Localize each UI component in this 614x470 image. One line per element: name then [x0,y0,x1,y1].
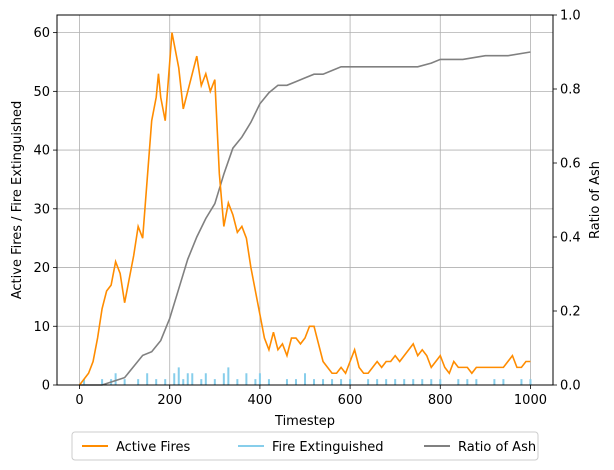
y-axis-right-label: Ratio of Ash [588,161,603,239]
x-tick-label: 200 [157,393,182,408]
y-left-tick-label: 0 [42,379,50,394]
x-axis-label: Timestep [274,414,335,429]
y-right-tick-label: 0.2 [560,305,581,320]
y-left-tick-label: 50 [33,85,50,100]
legend-label-ratio-of-ash: Ratio of Ash [458,440,536,455]
y-left-tick-label: 30 [33,202,50,217]
y-axis-left-label: Active Fires / Fire Extinguished [10,101,25,300]
x-tick-label: 1000 [514,393,547,408]
y-axis-right: 0.0 0.2 0.4 0.6 0.8 1.0 [553,9,581,394]
legend-box [71,431,539,461]
active-fires-line [78,32,531,386]
series-layer [78,32,532,386]
plot-frame [56,14,554,386]
legend-label-fire-extinguished: Fire Extinguished [272,440,384,455]
y-right-tick-label: 1.0 [560,9,581,24]
legend: Active Fires Fire Extinguished Ratio of … [71,431,539,461]
x-axis: 0 200 400 600 800 1000 [75,385,547,408]
x-tick-label: 600 [338,393,363,408]
grid [57,15,553,386]
y-right-tick-label: 0.6 [560,157,581,172]
y-left-tick-label: 20 [33,261,50,276]
legend-label-active-fires: Active Fires [116,440,191,455]
y-right-tick-label: 0.0 [560,379,581,394]
x-tick-label: 0 [75,393,83,408]
y-axis-left: 0 10 20 30 40 50 60 [33,26,57,394]
y-left-tick-label: 10 [33,320,50,335]
y-right-tick-label: 0.4 [560,231,581,246]
y-left-tick-label: 60 [33,26,50,41]
x-tick-label: 400 [247,393,272,408]
ratio-of-ash-line [79,51,531,386]
x-tick-label: 800 [428,393,453,408]
y-left-tick-label: 40 [33,144,50,159]
y-right-tick-label: 0.8 [560,83,581,98]
